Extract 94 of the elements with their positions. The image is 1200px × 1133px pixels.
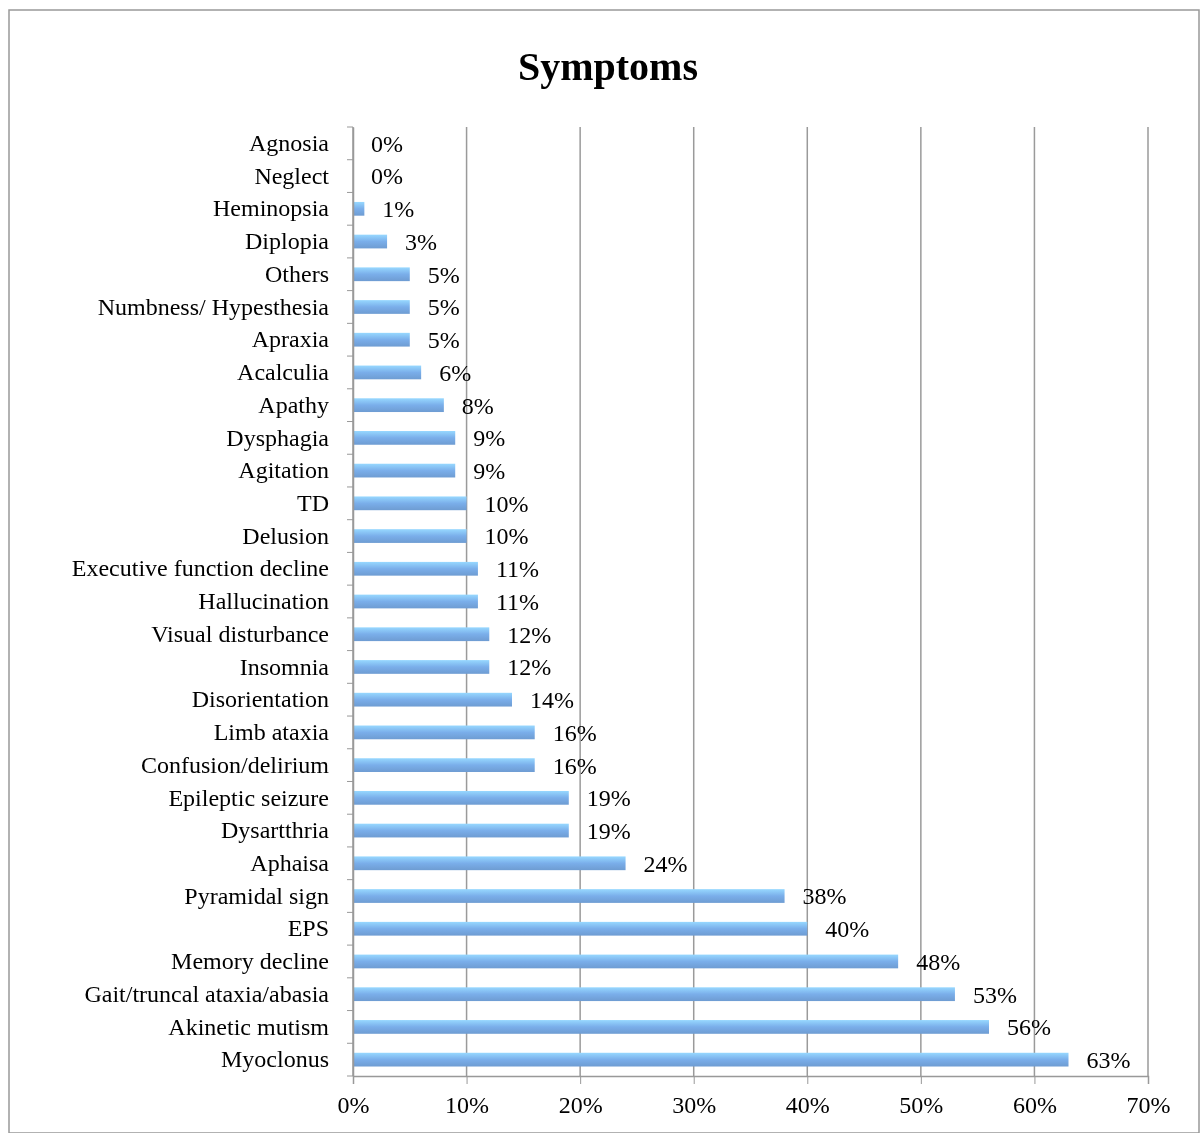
y-tick-label: Memory decline xyxy=(171,948,329,975)
bar xyxy=(353,201,365,216)
data-label: 56% xyxy=(1007,1014,1051,1041)
data-label: 9% xyxy=(473,458,506,484)
y-tick-label: Agnosia xyxy=(249,130,330,157)
bar xyxy=(353,300,410,314)
bar xyxy=(353,823,569,838)
x-tick-label: 30% xyxy=(672,1092,717,1119)
bar xyxy=(353,332,410,347)
bar xyxy=(353,1020,989,1034)
bar xyxy=(353,889,785,903)
data-label: 10% xyxy=(484,490,529,517)
x-tick-label: 70% xyxy=(1126,1092,1171,1119)
x-tick-label: 50% xyxy=(899,1092,944,1119)
data-label: 6% xyxy=(439,359,472,386)
data-label: 5% xyxy=(427,294,460,321)
data-label: 48% xyxy=(916,948,961,975)
data-label: 12% xyxy=(507,654,552,681)
y-tick-label: TD xyxy=(297,490,329,517)
bar xyxy=(353,529,467,543)
y-tick-label: Delusion xyxy=(242,522,329,549)
data-label: 3% xyxy=(405,228,438,255)
y-tick-label: Myoclonus xyxy=(221,1046,329,1073)
data-label: 16% xyxy=(552,719,597,746)
data-label: 14% xyxy=(530,687,574,714)
data-label: 40% xyxy=(825,916,870,943)
y-tick-label: Executive function decline xyxy=(71,555,329,582)
y-tick-label: Epileptic seizure xyxy=(168,784,329,811)
y-tick-label: Numbness/ Hypesthesia xyxy=(97,293,330,320)
y-tick-label: Dysartthria xyxy=(221,817,330,844)
data-label: 1% xyxy=(382,196,415,223)
data-label: 12% xyxy=(507,621,552,648)
y-tick-label: Confusion/delirium xyxy=(141,751,330,778)
bar xyxy=(353,234,388,249)
bar xyxy=(353,856,626,871)
data-label: 16% xyxy=(552,752,597,779)
data-label: 8% xyxy=(461,392,494,419)
data-label: 24% xyxy=(643,850,688,877)
bar xyxy=(353,561,478,576)
bar xyxy=(353,594,478,609)
bar xyxy=(353,365,422,380)
bar xyxy=(353,627,490,642)
y-tick-label: Visual disturbance xyxy=(151,620,329,647)
data-label: 11% xyxy=(495,556,540,583)
bar xyxy=(353,1052,1069,1067)
y-tick-label: Agitation xyxy=(238,457,329,484)
data-label: 19% xyxy=(586,785,631,812)
y-tick-label: Hallucination xyxy=(198,588,329,615)
data-label: 0% xyxy=(371,130,403,157)
data-label: 53% xyxy=(972,981,1017,1008)
bar xyxy=(353,463,456,478)
bar xyxy=(353,267,410,282)
y-tick-label: Gait/truncal ataxia/abasia xyxy=(84,980,330,1007)
data-label: 0% xyxy=(371,163,403,190)
y-tick-label: Disorientation xyxy=(191,686,329,713)
y-tick-label: Diplopia xyxy=(245,228,330,255)
data-label: 5% xyxy=(427,261,460,288)
y-tick-label: Akinetic mutism xyxy=(168,1013,330,1040)
y-tick-label: Others xyxy=(265,260,329,287)
x-tick-label: 20% xyxy=(558,1092,603,1119)
y-tick-label: Apathy xyxy=(258,391,329,418)
bar xyxy=(353,431,456,445)
y-tick-label: Aphaisa xyxy=(250,849,330,876)
bar xyxy=(353,692,512,707)
y-tick-label: Neglect xyxy=(254,162,330,189)
data-label: 5% xyxy=(427,327,460,354)
data-label: 9% xyxy=(473,425,506,452)
bar xyxy=(353,725,535,740)
y-tick-label: Pyramidal sign xyxy=(184,882,329,909)
y-tick-label: Dysphagia xyxy=(226,424,330,451)
y-tick-label: EPS xyxy=(287,915,329,942)
bar xyxy=(353,398,444,413)
bar xyxy=(353,660,490,674)
bar xyxy=(353,758,535,772)
data-label: 38% xyxy=(802,883,847,910)
y-tick-label: Limb ataxia xyxy=(213,719,330,746)
y-tick-label: Heminopsia xyxy=(213,195,330,222)
bar xyxy=(353,987,955,1002)
y-tick-label: Acalculia xyxy=(237,359,330,386)
x-tick-label: 40% xyxy=(785,1092,830,1119)
chart-title: Symptoms xyxy=(517,44,699,89)
bar xyxy=(353,790,569,805)
data-label: 63% xyxy=(1086,1047,1131,1074)
x-tick-label: 0% xyxy=(337,1092,370,1119)
x-tick-label: 10% xyxy=(445,1092,490,1119)
data-label: 10% xyxy=(484,523,529,550)
bar xyxy=(353,921,808,936)
x-tick-label: 60% xyxy=(1012,1092,1057,1119)
y-tick-label: Insomnia xyxy=(239,653,330,680)
data-label: 19% xyxy=(586,817,631,844)
data-label: 11% xyxy=(495,588,540,615)
y-tick-label: Apraxia xyxy=(251,326,330,353)
bar xyxy=(353,954,899,969)
bar xyxy=(353,496,467,511)
